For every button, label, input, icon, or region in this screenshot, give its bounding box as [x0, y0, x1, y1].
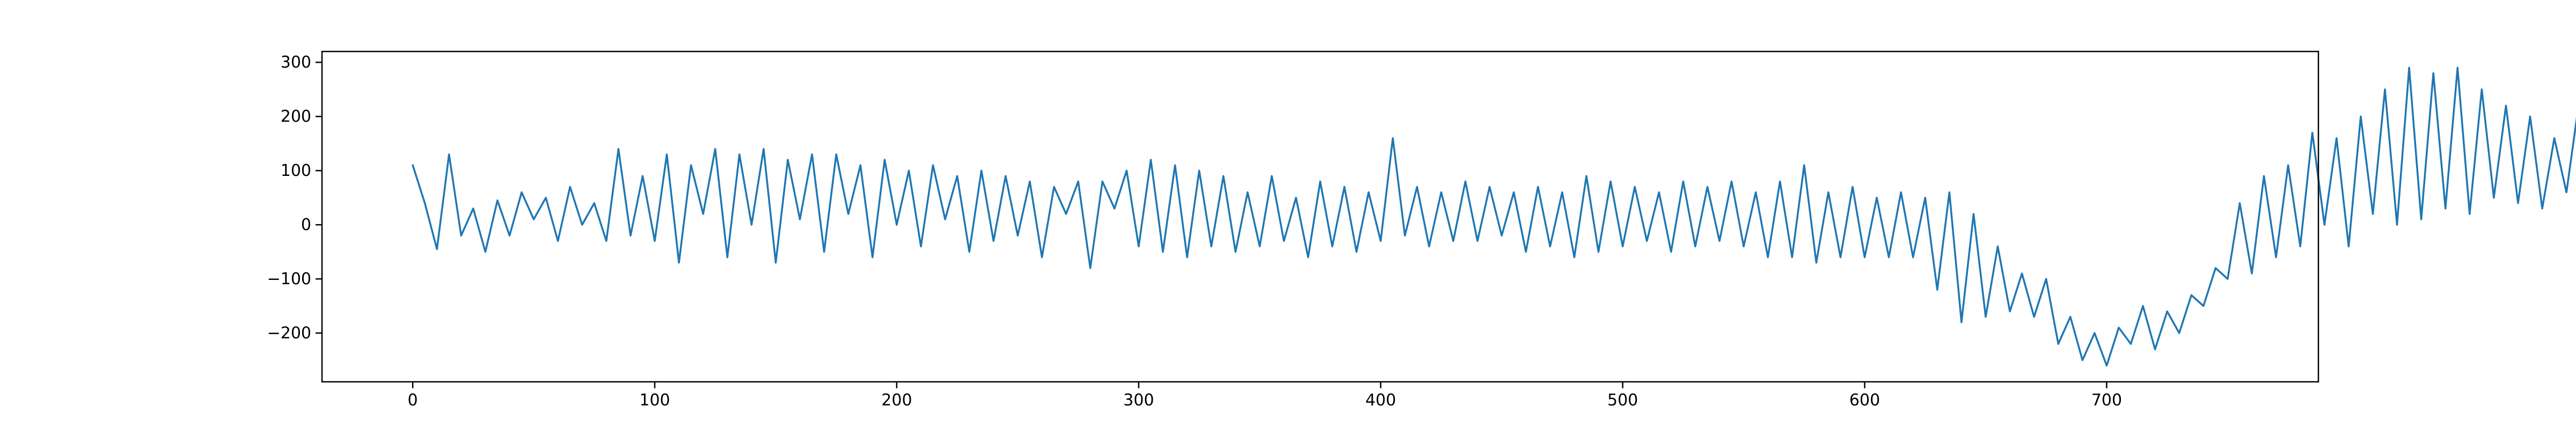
y-tick-label: −200 — [267, 324, 311, 343]
y-tick-label: 100 — [281, 161, 311, 180]
x-axis-ticks: 0 100 200 300 400 500 600 700 — [408, 382, 2122, 410]
x-tick-label: 500 — [1607, 391, 1638, 410]
plot-frame — [321, 50, 2319, 383]
x-tick-label: 0 — [408, 391, 418, 410]
y-tick-label: 300 — [281, 53, 311, 72]
y-tick-label: 0 — [301, 216, 311, 234]
y-tick-label: 200 — [281, 107, 311, 126]
plot-background — [322, 51, 2318, 382]
x-tick-label: 400 — [1365, 391, 1396, 410]
x-tick-label: 100 — [639, 391, 670, 410]
y-tick-label: −100 — [267, 270, 311, 289]
series-layer — [412, 66, 2576, 367]
x-tick-label: 700 — [2091, 391, 2122, 410]
x-tick-label: 600 — [1849, 391, 1880, 410]
y-axis-ticks: −200 −100 0 100 200 300 — [267, 53, 322, 343]
x-tick-label: 200 — [881, 391, 912, 410]
series-line-0 — [412, 66, 2576, 367]
x-tick-label: 300 — [1123, 391, 1154, 410]
